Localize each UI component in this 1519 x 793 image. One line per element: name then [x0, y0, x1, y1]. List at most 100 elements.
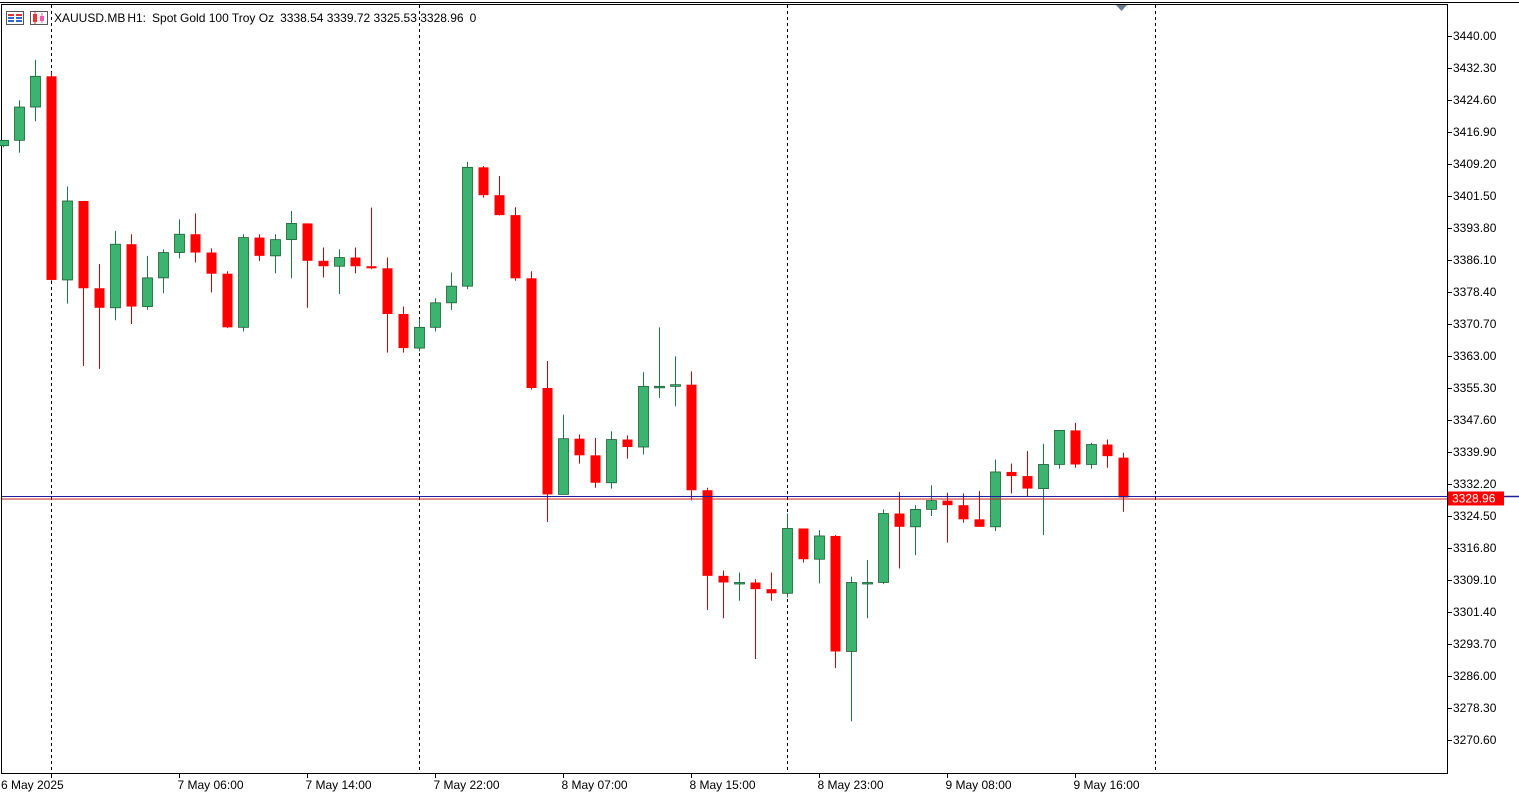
- candle-body: [510, 215, 521, 279]
- x-tick-label: 8 May 07:00: [562, 778, 628, 792]
- candle-body: [286, 223, 297, 241]
- y-tick-label: 3278.30: [1453, 701, 1497, 715]
- candle: [526, 271, 537, 390]
- candle: [270, 234, 281, 274]
- shift-marker-icon: [1116, 5, 1127, 11]
- candle-body: [446, 285, 457, 304]
- candle-body: [798, 528, 809, 560]
- candle: [606, 431, 617, 489]
- candle: [798, 528, 809, 563]
- candle-body: [238, 237, 249, 328]
- candle-body: [526, 278, 537, 388]
- candle-body: [94, 288, 105, 308]
- candle: [718, 570, 729, 619]
- candle-body: [78, 200, 89, 289]
- chart-header: XAUUSD.MB H1: Spot Gold 100 Troy Oz 3338.…: [6, 10, 476, 26]
- y-tick-label: 3424.60: [1453, 93, 1497, 107]
- candle-body: [942, 500, 953, 506]
- candle: [78, 200, 89, 366]
- y-tick: 3293.70: [1447, 637, 1497, 651]
- y-tick-label: 3355.30: [1453, 381, 1497, 395]
- candle-body: [1118, 457, 1129, 498]
- y-tick: 3339.90: [1447, 445, 1497, 459]
- candle-body: [894, 513, 905, 527]
- candle-body: [574, 438, 585, 456]
- candle-body: [542, 388, 553, 495]
- x-tick: 7 May 06:00: [178, 773, 244, 792]
- y-tick-label: 3286.00: [1453, 669, 1497, 683]
- x-tick-label: 8 May 23:00: [818, 778, 884, 792]
- candle-body: [158, 252, 169, 279]
- candle-body: [910, 508, 921, 528]
- candle: [782, 513, 793, 598]
- candle: [766, 572, 777, 601]
- y-tick: 3440.00: [1447, 29, 1497, 43]
- y-tick: 3355.30: [1447, 381, 1497, 395]
- candle-body: [1070, 430, 1081, 465]
- candle: [382, 257, 393, 353]
- chart-list-icon[interactable]: [6, 11, 24, 25]
- candle-body: [110, 243, 121, 309]
- candle-body: [206, 252, 217, 274]
- y-tick-label: 3332.20: [1453, 477, 1497, 491]
- candle-body: [1054, 429, 1065, 465]
- candle: [686, 371, 697, 501]
- candle: [414, 319, 425, 352]
- candle-body: [878, 513, 889, 583]
- x-tick: 7 May 22:00: [434, 773, 500, 792]
- x-tick: 8 May 07:00: [562, 773, 628, 792]
- x-tick: 7 May 14:00: [306, 773, 372, 792]
- x-tick: 8 May 15:00: [690, 773, 756, 792]
- x-tick: 8 May 23:00: [818, 773, 884, 792]
- y-tick: 3316.80: [1447, 541, 1497, 555]
- y-tick-label: 3370.70: [1453, 317, 1497, 331]
- candle: [190, 213, 201, 263]
- candle: [334, 249, 345, 295]
- candle: [1070, 422, 1081, 468]
- candle: [750, 579, 761, 659]
- candle: [702, 487, 713, 610]
- x-tick-label: 8 May 15:00: [690, 778, 756, 792]
- candle-body: [494, 195, 505, 216]
- candle-body: [766, 589, 777, 594]
- candle-body: [0, 139, 9, 147]
- y-tick: 3401.50: [1447, 189, 1497, 203]
- y-tick: 3378.40: [1447, 285, 1497, 299]
- candle: [734, 572, 745, 601]
- candle: [638, 372, 649, 455]
- candle: [94, 264, 105, 369]
- y-tick-label: 3301.40: [1453, 605, 1497, 619]
- x-tick-label: 9 May 16:00: [1074, 778, 1140, 792]
- candle: [14, 100, 25, 153]
- y-tick: 3286.00: [1447, 669, 1497, 683]
- timeframe-label: H1:: [127, 11, 147, 25]
- candle: [814, 530, 825, 584]
- candle: [958, 493, 969, 523]
- candle-body: [302, 223, 313, 261]
- candle-body: [926, 500, 937, 510]
- candle: [494, 176, 505, 216]
- candle: [254, 234, 265, 261]
- candle: [126, 234, 137, 324]
- chart-type-icon[interactable]: [30, 11, 48, 25]
- candle: [430, 298, 441, 332]
- candle-body: [1102, 444, 1113, 457]
- y-tick-label: 3309.10: [1453, 573, 1497, 587]
- candle: [590, 437, 601, 488]
- y-tick: 3393.80: [1447, 221, 1497, 235]
- candle: [302, 223, 313, 308]
- candle-body: [734, 582, 745, 585]
- candle-body: [974, 519, 985, 527]
- candle-body: [1022, 476, 1033, 489]
- y-tick: 3270.60: [1447, 733, 1497, 747]
- candle: [0, 139, 9, 148]
- x-tick-label: 7 May 06:00: [178, 778, 244, 792]
- symbol-label: XAUUSD.MB: [54, 11, 126, 25]
- y-tick-label: 3339.90: [1453, 445, 1497, 459]
- candle: [350, 247, 361, 274]
- y-tick-label: 3378.40: [1453, 285, 1497, 299]
- candle: [446, 272, 457, 310]
- candle-body: [126, 244, 137, 307]
